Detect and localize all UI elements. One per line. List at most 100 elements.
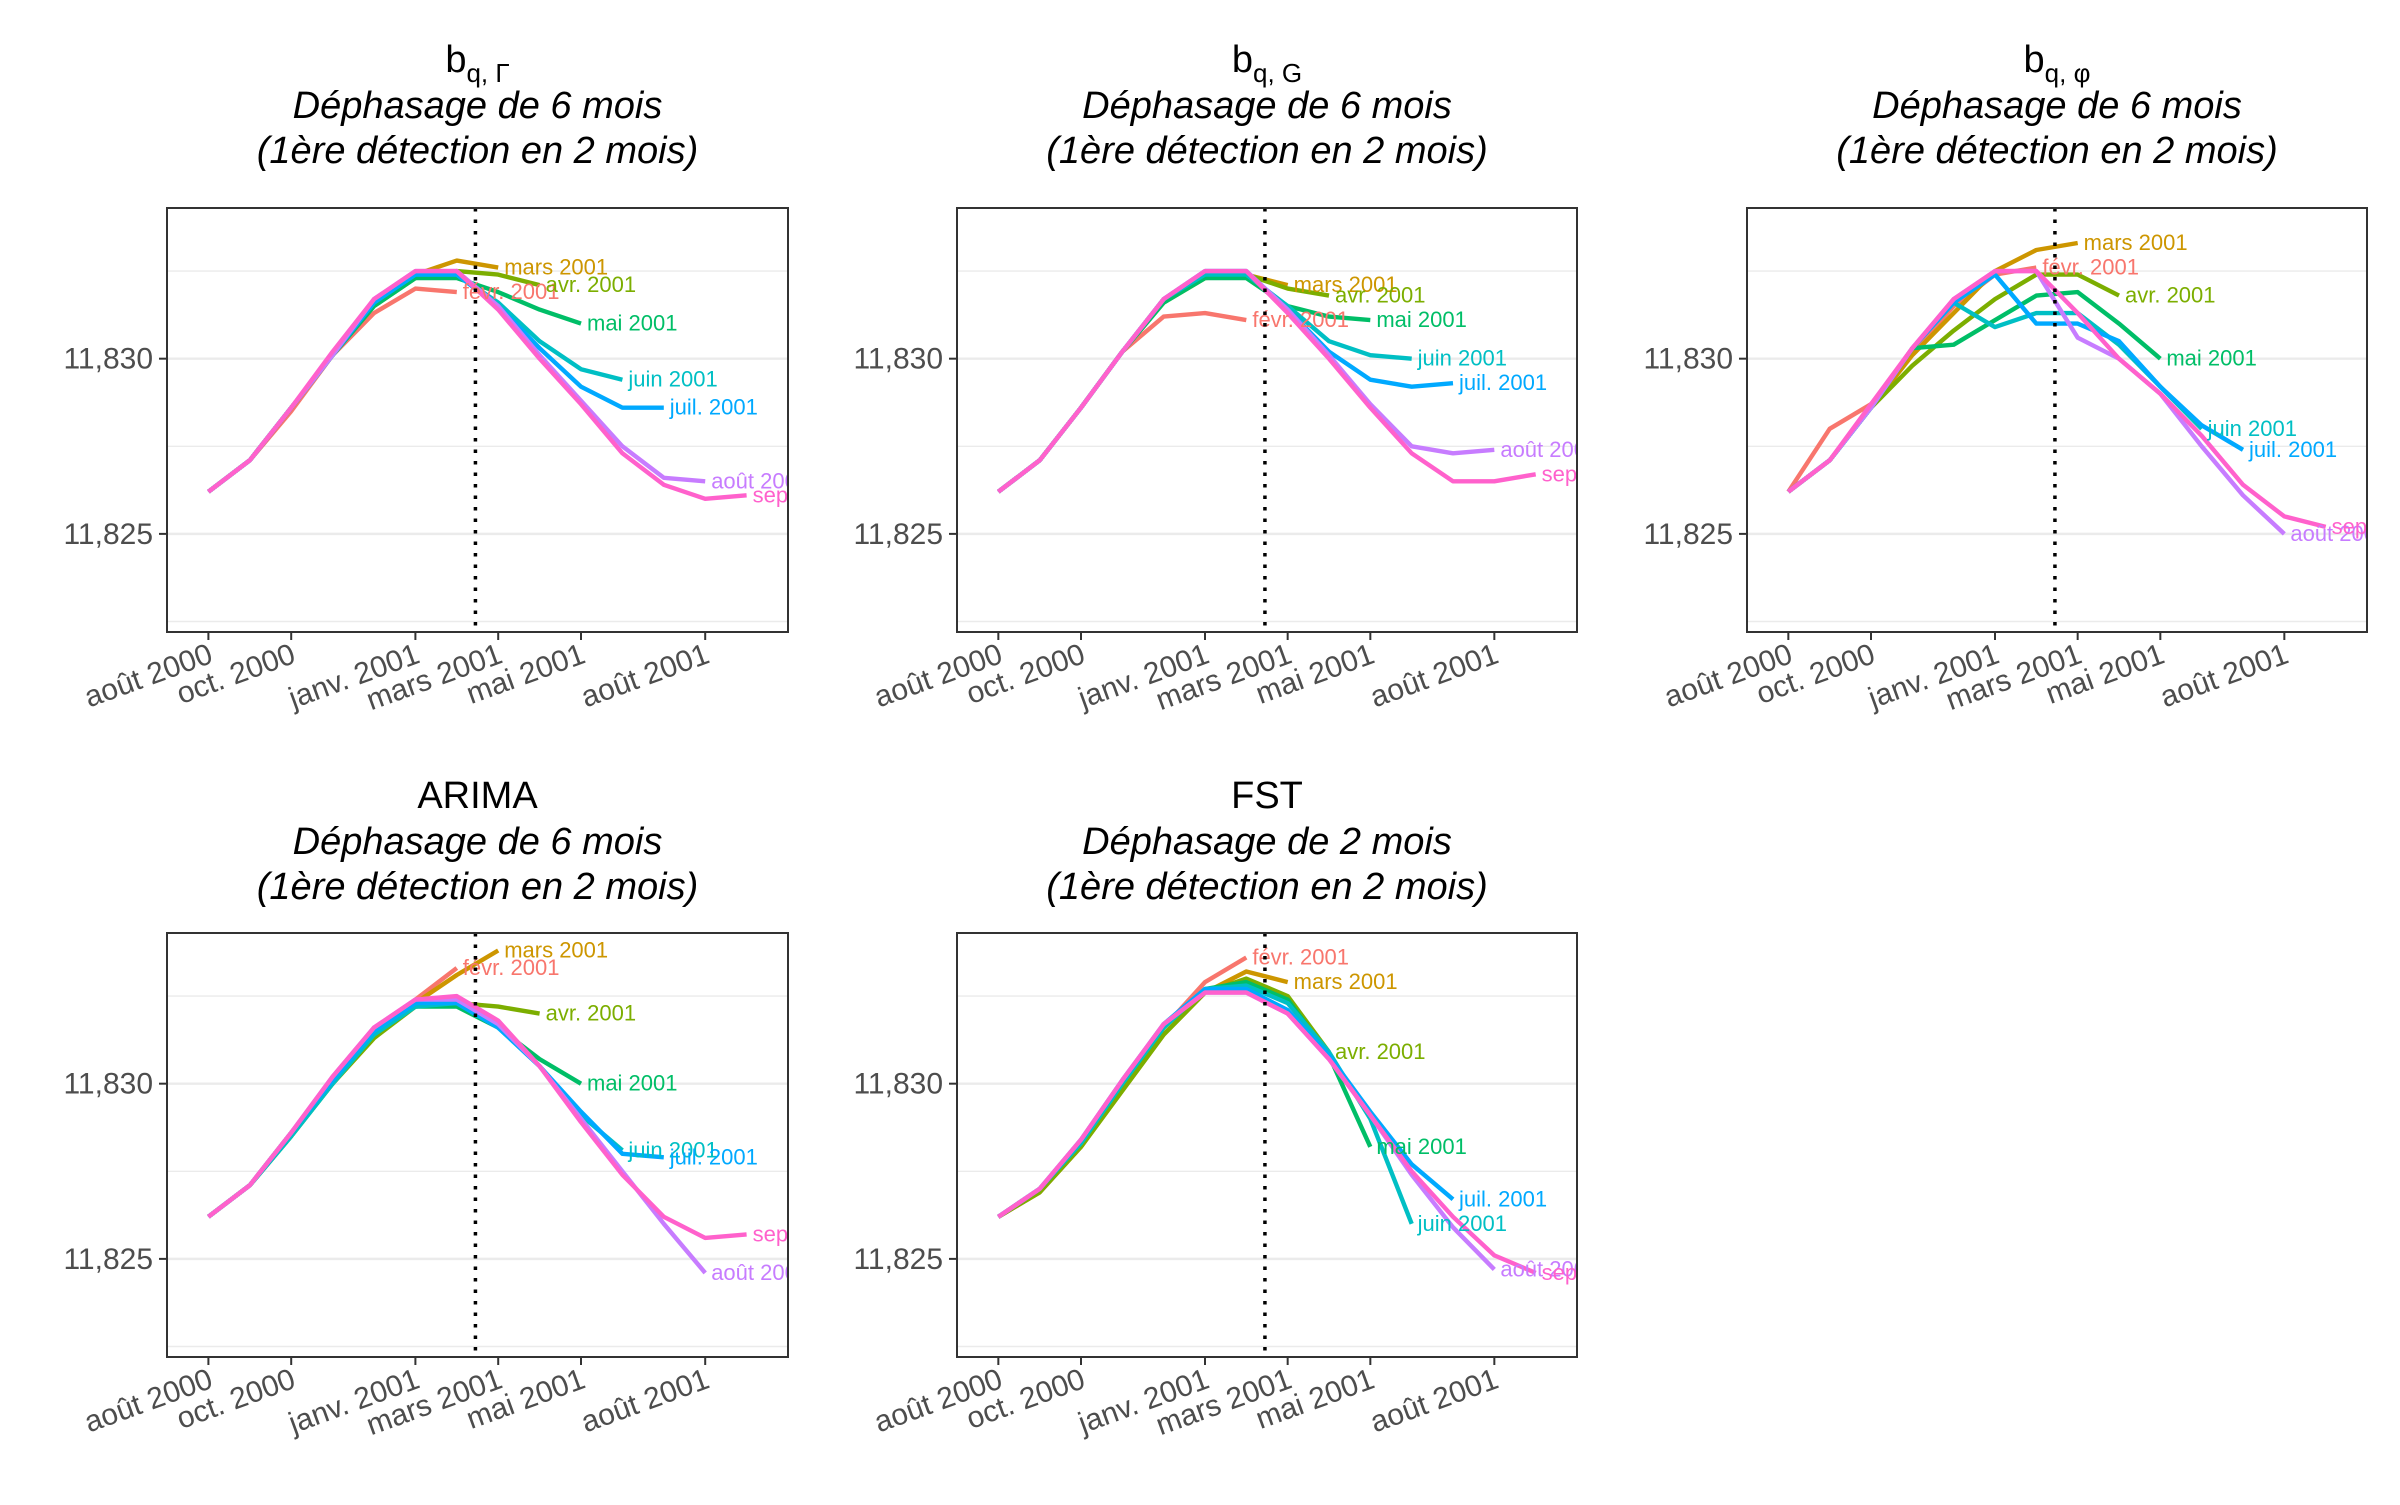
series-end-label: juin 2001: [627, 367, 717, 392]
panel-subtitle-line: (1ère détection en 2 mois): [1046, 130, 1487, 172]
series-end-label: mai 2001: [1376, 1134, 1467, 1159]
panel-subtitle-line: Déphasage de 6 mois: [293, 85, 663, 127]
y-tick-label: 11,830: [853, 1068, 943, 1101]
series-end-label: avr. 2001: [2125, 283, 2216, 308]
series-line: [997, 976, 1331, 1219]
series-end-label: mars 2001: [2084, 230, 2188, 255]
series-end-label: mars 2001: [504, 938, 608, 963]
series-line: [996, 268, 1537, 494]
series-end-label: juil. 2001: [669, 395, 758, 420]
series-group: [207, 948, 747, 1275]
series-end-label: avr. 2001: [546, 1001, 637, 1026]
series-end-label: juin 2001: [627, 1137, 717, 1162]
series-end-label: août 2001: [2290, 521, 2388, 546]
panel-title: ARIMA: [417, 775, 538, 817]
series-end-label: juil. 2001: [2248, 437, 2337, 462]
series-end-label: juil. 2001: [1458, 1186, 1547, 1211]
series-end-label: août 2001: [711, 1260, 809, 1285]
y-tick-label: 11,825: [1643, 518, 1733, 551]
series-line: [207, 993, 747, 1241]
series-end-label: févr. 2001: [2042, 255, 2139, 280]
panel-subtitle-line: (1ère détection en 2 mois): [1046, 866, 1487, 908]
series-end-label: avr. 2001: [1335, 283, 1426, 308]
series-end-label: juin 2001: [1417, 346, 1507, 371]
series-end-label: févr. 2001: [463, 955, 560, 980]
panel-subtitle-line: (1ère détection en 2 mois): [257, 866, 698, 908]
plot-area: [1747, 208, 2367, 632]
panel-title: bq, Γ: [445, 39, 509, 88]
y-tick-label: 11,830: [1643, 343, 1733, 376]
y-tick-label: 11,825: [63, 518, 153, 551]
x-tick-label: août 2001: [2156, 638, 2293, 715]
series-group: [997, 955, 1537, 1275]
y-tick-label: 11,830: [63, 1068, 153, 1101]
y-tick-label: 11,825: [63, 1243, 153, 1276]
panel-border: [166, 932, 789, 1358]
series-end-label: sept. 2001: [753, 482, 856, 507]
series-end-label: sept. 2001: [1542, 1260, 1645, 1285]
panel-border: [166, 207, 789, 633]
series-group: [1786, 240, 2327, 536]
series-end-label: juin 2001: [1417, 1211, 1507, 1236]
series-end-label: févr. 2001: [463, 279, 560, 304]
series-group: [996, 268, 1537, 494]
series-end-label: avr. 2001: [1335, 1039, 1426, 1064]
panel-subtitle-line: (1ère détection en 2 mois): [257, 130, 698, 172]
panel-title-subscript: q, G: [1253, 58, 1302, 88]
y-tick-label: 11,830: [853, 343, 943, 376]
series-end-label: août 2001: [1500, 1256, 1598, 1281]
series-end-label: mai 2001: [587, 1071, 678, 1096]
series-end-label: mai 2001: [587, 311, 678, 336]
series-end-label: juil. 2001: [669, 1144, 758, 1169]
series-end-label: août 2001: [711, 468, 809, 493]
y-tick-label: 11,825: [853, 1243, 943, 1276]
panel-subtitle-line: Déphasage de 6 mois: [293, 821, 663, 863]
series-end-label: mai 2001: [2166, 346, 2257, 371]
y-tick-label: 11,825: [853, 518, 943, 551]
panel-title-subscript: q, φ: [2045, 58, 2091, 88]
series-end-label: mai 2001: [1376, 307, 1467, 332]
series-end-label: févr. 2001: [1252, 307, 1349, 332]
x-tick-label: août 2001: [577, 638, 714, 715]
series-end-label: juin 2001: [2207, 416, 2297, 441]
panel-subtitle-line: (1ère détection en 2 mois): [1836, 130, 2277, 172]
panel-border: [956, 932, 1578, 1358]
series-end-label: avr. 2001: [546, 272, 637, 297]
panel-title: bq, G: [1232, 39, 1302, 88]
series-end-label: juil. 2001: [1458, 370, 1547, 395]
series-end-label: sept. 2001: [2332, 514, 2400, 539]
series-end-label: sept. 2001: [753, 1221, 856, 1246]
plot-area: [167, 208, 788, 632]
series-end-label: sept. 2001: [1542, 461, 1645, 486]
series-line: [1786, 268, 2327, 530]
panel-title-subscript: q, Γ: [466, 58, 509, 88]
x-tick-label: août 2001: [1366, 638, 1503, 715]
x-tick-label: août 2001: [577, 1363, 714, 1440]
series-end-label: févr. 2001: [1252, 945, 1349, 970]
series-end-label: mars 2001: [1294, 272, 1398, 297]
panel-subtitle-line: Déphasage de 2 mois: [1082, 821, 1452, 863]
series-line: [997, 990, 1537, 1275]
series-end-label: mars 2001: [1294, 969, 1398, 994]
series-end-label: mars 2001: [504, 255, 608, 280]
series-end-label: août 2001: [1500, 437, 1598, 462]
panel-subtitle-line: Déphasage de 6 mois: [1872, 85, 2242, 127]
x-tick-label: août 2001: [1366, 1363, 1503, 1440]
series-group: [207, 258, 747, 501]
panel-border: [1746, 207, 2368, 633]
panel-border: [956, 207, 1578, 633]
panel-title: bq, φ: [2024, 39, 2091, 88]
panel-subtitle-line: Déphasage de 6 mois: [1082, 85, 1452, 127]
